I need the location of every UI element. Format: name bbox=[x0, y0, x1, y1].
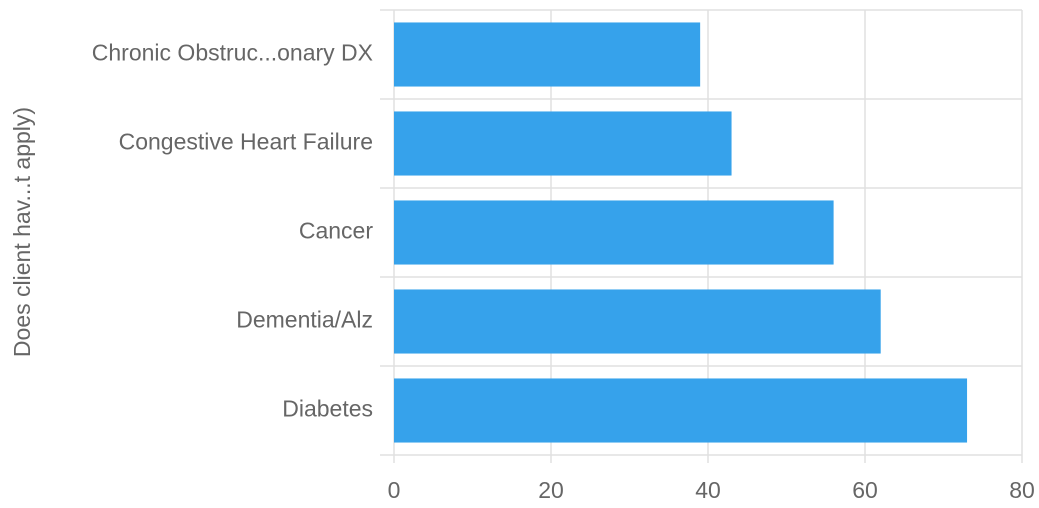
bar bbox=[394, 289, 881, 354]
bar bbox=[394, 111, 732, 176]
bar bbox=[394, 378, 968, 443]
x-tick-label: 80 bbox=[1009, 477, 1035, 503]
y-tick-label: Dementia/Alz bbox=[236, 307, 373, 333]
x-tick-label: 40 bbox=[695, 477, 721, 503]
bar bbox=[394, 22, 701, 87]
y-axis-title: Does client hav...t apply) bbox=[9, 107, 35, 357]
x-tick-label: 20 bbox=[538, 477, 564, 503]
x-tick-label: 60 bbox=[852, 477, 878, 503]
y-tick-label: Chronic Obstruc...onary DX bbox=[92, 40, 373, 66]
y-tick-label: Congestive Heart Failure bbox=[119, 129, 373, 155]
y-tick-label: Cancer bbox=[299, 218, 373, 244]
bar bbox=[394, 200, 834, 265]
x-tick-label: 0 bbox=[388, 477, 401, 503]
y-tick-label: Diabetes bbox=[282, 396, 373, 422]
